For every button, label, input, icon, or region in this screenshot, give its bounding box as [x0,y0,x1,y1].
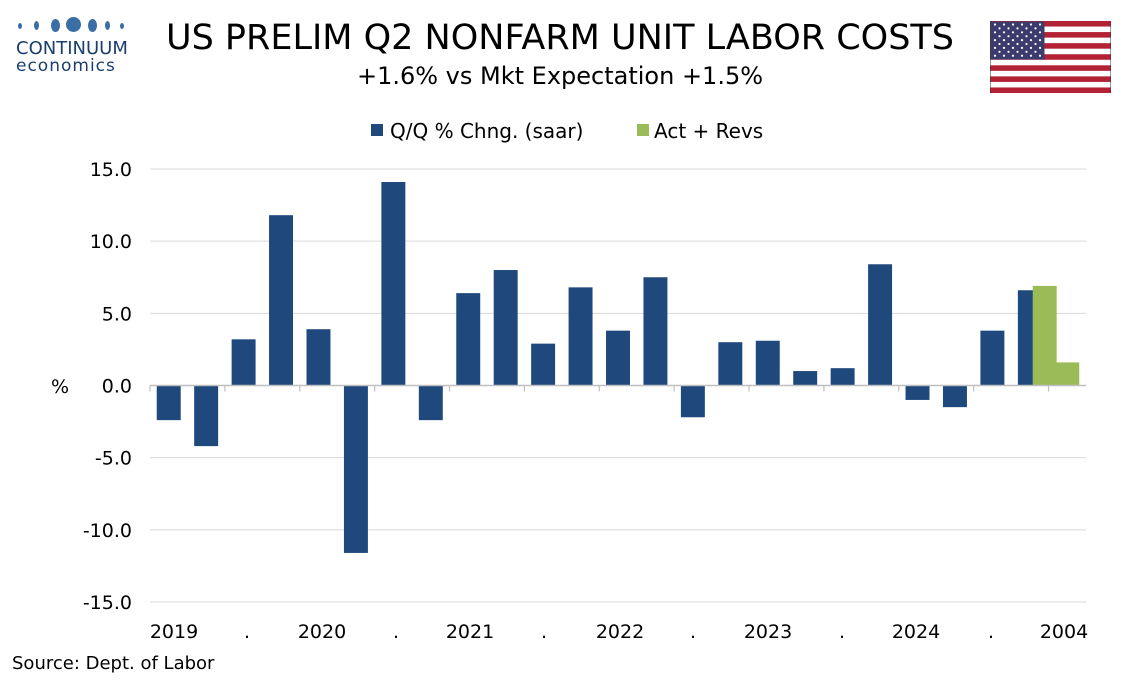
y-axis-label: % [51,376,69,398]
us-flag-icon [990,21,1111,93]
continuum-logo [14,14,134,36]
legend-swatch-series-1 [371,124,383,136]
x-tick-label: . [690,621,696,643]
bar-series-1 [568,287,593,386]
y-tick-label: 5.0 [102,303,132,325]
bar-series-1 [156,385,181,421]
bar-series-1 [868,264,893,386]
x-tick-label: 2021 [446,621,494,643]
x-tick-label: . [244,621,250,643]
y-tick-label: 0.0 [102,376,132,398]
bar-series-1 [905,385,930,400]
x-tick-label: . [541,621,547,643]
x-tick-label: 2004 [1040,621,1088,643]
logo-name: CONTINUUM [16,38,128,59]
x-tick-label: 2020 [298,621,346,643]
y-tick-label: 15.0 [90,159,132,181]
logo-subname: economics [16,56,116,76]
bar-series-1 [231,339,256,386]
y-tick-labels: 15.0 10.0 5.0 0.0 -5.0 -10.0 -15.0 [83,159,132,614]
x-tick-label: 2019 [150,621,198,643]
gridlines [149,168,1086,603]
x-tick-label: 2023 [744,621,792,643]
bar-series-1 [269,215,294,386]
bar-series-1 [381,181,406,386]
x-tick-label: 2022 [596,621,644,643]
bar-series-1 [343,385,368,553]
bar-series-1 [793,371,818,386]
logo-dots-icon [14,14,134,36]
bar-series-1 [755,340,780,386]
y-tick-label: 10.0 [90,231,132,253]
bar-series-1 [531,343,556,386]
legend-label-series-1: Q/Q % Chng. (saar) [390,119,583,143]
chart-title: US PRELIM Q2 NONFARM UNIT LABOR COSTS [165,18,955,58]
bar-series-1 [493,270,518,386]
x-tick-label: . [393,621,399,643]
source-note: Source: Dept. of Labor [12,653,215,674]
y-tick-label: -15.0 [83,592,132,614]
legend-label-series-2: Act + Revs [654,119,763,143]
x-tick-label: . [839,621,845,643]
x-tick-label: . [988,621,994,643]
bar-series-1 [418,385,443,421]
x-tick-labels: 2019. 2020. 2021. 2022. 2023. 2024. 2004 [150,621,1088,643]
bar-series-1 [718,342,743,386]
bar-series-1 [830,368,855,386]
bar-series-1 [942,385,967,408]
bar-series-1 [456,293,481,386]
y-tick-label: -10.0 [83,520,132,542]
x-tick-label: 2024 [892,621,940,643]
bars [156,181,1080,553]
bar-series-1 [680,385,705,418]
bar-series-2 [1032,285,1057,386]
bar-series-1 [606,330,630,386]
bar-series-1 [643,277,668,386]
chart-subtitle: +1.6% vs Mkt Expectation +1.5% [356,62,764,90]
legend: Q/Q % Chng. (saar) Act + Revs [371,119,763,143]
legend-swatch-series-2 [637,124,649,136]
bar-series-2 [1055,362,1080,386]
bar-series-1 [194,385,219,447]
bar-series-1 [306,329,331,386]
bar-series-1 [980,330,1005,386]
y-tick-label: -5.0 [95,448,132,470]
